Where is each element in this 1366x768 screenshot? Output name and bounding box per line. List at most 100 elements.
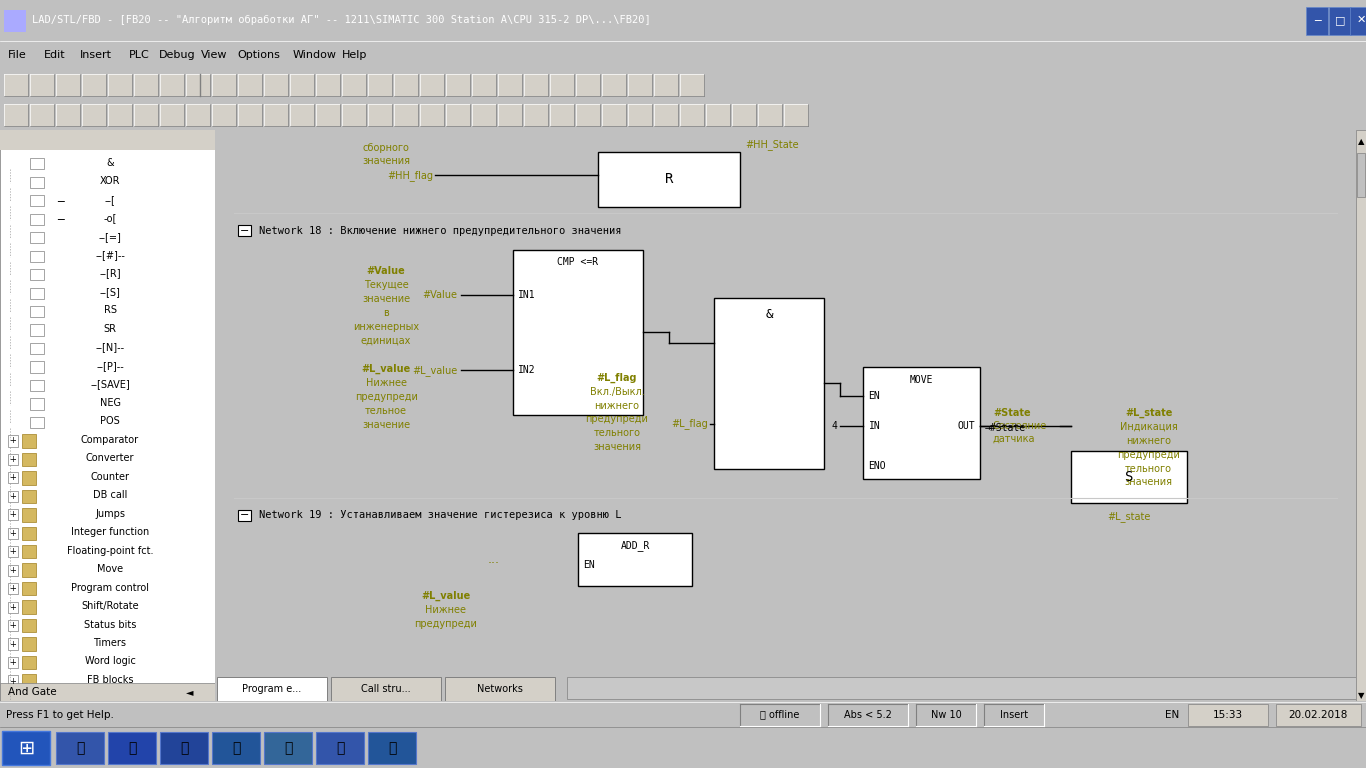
Text: Word logic: Word logic xyxy=(85,657,135,667)
Text: +: + xyxy=(10,566,16,574)
Text: Insert: Insert xyxy=(81,50,112,60)
Bar xyxy=(706,104,729,126)
Text: #L_flag: #L_flag xyxy=(597,372,637,383)
Text: POS: POS xyxy=(100,416,120,426)
Text: S: S xyxy=(1126,470,1134,484)
Text: CMP <=R: CMP <=R xyxy=(557,257,598,267)
Text: +: + xyxy=(10,677,16,686)
Text: Options: Options xyxy=(236,50,280,60)
Text: −: − xyxy=(240,226,250,236)
Text: &: & xyxy=(765,309,773,322)
Text: Jumps: Jumps xyxy=(96,508,126,518)
Text: Abs < 5.2: Abs < 5.2 xyxy=(844,710,892,720)
Text: #HH_State: #HH_State xyxy=(746,139,799,150)
Text: Integer function: Integer function xyxy=(71,527,149,537)
Text: Press F1 to get Help.: Press F1 to get Help. xyxy=(5,710,113,720)
Text: Networks: Networks xyxy=(477,684,523,694)
Bar xyxy=(238,74,262,96)
Bar xyxy=(134,104,158,126)
Text: IN2: IN2 xyxy=(519,366,535,376)
Bar xyxy=(22,564,36,577)
Bar xyxy=(680,74,703,96)
Text: ENO: ENO xyxy=(869,462,887,472)
Bar xyxy=(525,104,548,126)
Text: #Value: #Value xyxy=(422,290,458,300)
Bar xyxy=(212,732,260,764)
Text: --[SAVE]: --[SAVE] xyxy=(90,379,130,389)
Bar xyxy=(732,104,755,126)
Bar xyxy=(8,583,18,594)
Text: Insert: Insert xyxy=(1000,710,1029,720)
Text: Program e...: Program e... xyxy=(242,684,302,694)
Bar xyxy=(316,732,363,764)
Bar xyxy=(22,508,36,521)
Bar xyxy=(22,545,36,558)
Text: предупреди: предупреди xyxy=(414,619,477,629)
Bar xyxy=(108,74,133,96)
Text: EN: EN xyxy=(1165,710,1179,720)
Text: +: + xyxy=(10,658,16,667)
Bar xyxy=(8,601,18,613)
Text: предупреди: предупреди xyxy=(355,392,418,402)
Text: +: + xyxy=(10,528,16,538)
Bar xyxy=(4,10,26,32)
Bar xyxy=(419,74,444,96)
Text: DB call: DB call xyxy=(93,490,127,500)
Bar xyxy=(56,732,104,764)
Text: значение: значение xyxy=(362,294,410,304)
Text: ADD_R: ADD_R xyxy=(620,540,650,551)
Bar xyxy=(290,74,314,96)
Text: +: + xyxy=(10,473,16,482)
Text: #L_value: #L_value xyxy=(362,364,411,375)
Bar xyxy=(367,732,417,764)
Bar xyxy=(22,601,36,614)
Text: значения: значения xyxy=(1124,478,1172,488)
Text: +: + xyxy=(10,492,16,501)
Text: File: File xyxy=(8,50,27,60)
Bar xyxy=(576,104,600,126)
Bar xyxy=(217,677,326,701)
Bar xyxy=(567,677,1366,699)
Bar xyxy=(367,74,392,96)
Text: в: в xyxy=(384,308,389,318)
Text: +: + xyxy=(10,640,16,649)
Text: &: & xyxy=(107,157,113,167)
Bar xyxy=(30,158,44,170)
Bar xyxy=(82,74,107,96)
Text: 🔷: 🔷 xyxy=(388,741,396,755)
Text: PLC: PLC xyxy=(128,50,150,60)
Text: ─: ─ xyxy=(1314,15,1321,25)
Bar xyxy=(22,527,36,540)
Text: Floating-point fct.: Floating-point fct. xyxy=(67,545,153,555)
Text: Индикация: Индикация xyxy=(1120,422,1177,432)
Bar xyxy=(30,232,44,243)
Bar xyxy=(264,732,311,764)
Text: 📁: 📁 xyxy=(232,741,240,755)
Text: #State: #State xyxy=(993,408,1030,418)
Bar xyxy=(1329,7,1351,35)
Bar xyxy=(1071,452,1187,503)
Text: Shift/Rotate: Shift/Rotate xyxy=(81,601,139,611)
Bar xyxy=(316,104,340,126)
Bar xyxy=(514,250,643,415)
Bar xyxy=(8,454,18,465)
Text: ...: ... xyxy=(488,553,500,566)
Text: Counter: Counter xyxy=(90,472,130,482)
Text: единицах: единицах xyxy=(361,336,411,346)
Text: 🔵: 🔵 xyxy=(284,741,292,755)
Text: +: + xyxy=(10,548,16,556)
Text: Comparator: Comparator xyxy=(81,435,139,445)
Bar xyxy=(30,380,44,391)
Text: тельное: тельное xyxy=(365,406,407,416)
Text: +: + xyxy=(10,621,16,630)
Text: Текущее: Текущее xyxy=(363,280,408,290)
Bar xyxy=(30,104,55,126)
Text: ✕: ✕ xyxy=(1356,15,1366,25)
Text: -o[: -o[ xyxy=(104,214,116,223)
Text: −: − xyxy=(240,511,250,521)
Bar xyxy=(8,491,18,502)
Bar xyxy=(393,104,418,126)
Text: предупреди: предупреди xyxy=(1117,449,1180,459)
Bar xyxy=(1350,7,1366,35)
Bar xyxy=(108,732,156,764)
